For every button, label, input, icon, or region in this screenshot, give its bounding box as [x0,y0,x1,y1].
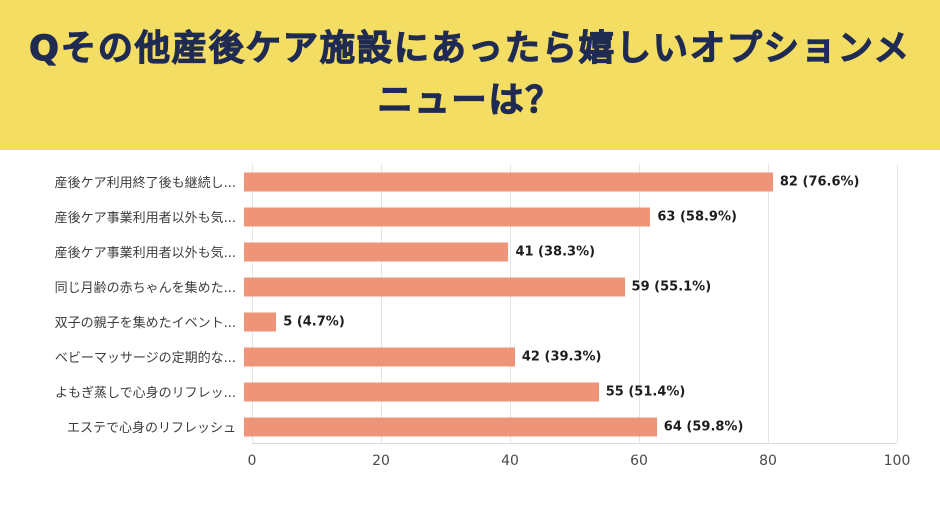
row-plot: 82 (76.6%) [244,164,889,199]
row-plot: 64 (59.8%) [244,409,889,444]
bar [244,172,773,191]
x-tick-label: 40 [501,453,519,469]
x-tick-label: 60 [630,453,648,469]
chart-row: 双子の親子を集めたイベント... 5 (4.7%) [0,304,940,339]
x-tick-label: 80 [759,453,777,469]
category-label: 産後ケア利用終了後も継続し... [54,176,236,191]
grid-line [381,164,382,443]
grid-line [510,164,511,443]
value-label: 5 (4.7%) [283,314,345,329]
chart-row: よもぎ蒸しで心身のリフレッ... 55 (51.4%) [0,374,940,409]
row-plot: 41 (38.3%) [244,234,889,269]
category-label: よもぎ蒸しで心身のリフレッ... [54,386,236,401]
chart-row: 産後ケア利用終了後も継続し... 82 (76.6%) [0,164,940,199]
bar [244,312,277,331]
row-plot: 42 (39.3%) [244,339,889,374]
chart-row: ベビーマッサージの定期的な... 42 (39.3%) [0,339,940,374]
chart-row: エステで心身のリフレッシュ 64 (59.8%) [0,409,940,444]
value-label: 63 (58.9%) [657,209,737,224]
category-label: ベビーマッサージの定期的な... [54,351,236,366]
bar [244,207,651,226]
category-label: 双子の親子を集めたイベント... [54,316,236,331]
grid-line [768,164,769,443]
bar [244,382,599,401]
category-label: 産後ケア事業利用者以外も気... [54,246,236,261]
row-plot: 55 (51.4%) [244,374,889,409]
bar [244,347,515,366]
page-title: Qその他産後ケア施設にあったら嬉しいオプションメニューは？ [29,28,911,122]
value-label: 41 (38.3%) [515,244,596,259]
category-label: 同じ月齢の赤ちゃんを集めた... [54,281,236,296]
value-label: 42 (39.3%) [521,349,602,364]
header-banner: Qその他産後ケア施設にあったら嬉しいオプションメニューは？ [0,0,940,150]
chart-rows: 産後ケア利用終了後も継続し... 82 (76.6%) 産後ケア事業利用者以外も気.… [0,164,940,444]
bar-chart: 産後ケア利用終了後も継続し... 82 (76.6%) 産後ケア事業利用者以外も気.… [0,150,940,513]
value-label: 59 (55.1%) [631,279,712,294]
grid-line [897,164,898,443]
x-tick-label: 0 [247,453,257,469]
grid-line [252,164,253,443]
chart-row: 同じ月齢の赤ちゃんを集めた... 59 (55.1%) [0,269,940,304]
row-plot: 5 (4.7%) [244,304,889,339]
chart-grid [252,164,898,444]
x-tick-label: 100 [883,453,911,469]
grid-line [639,164,640,443]
x-axis: 0 20 40 60 80 100 [248,450,911,472]
category-label: エステで心身のリフレッシュ [66,421,236,436]
value-label: 82 (76.6%) [779,174,860,189]
value-label: 64 (59.8%) [663,419,744,434]
x-tick-label: 20 [372,453,390,469]
chart-row: 産後ケア事業利用者以外も気... 63 (58.9%) [0,199,940,234]
chart-row: 産後ケア事業利用者以外も気... 41 (38.3%) [0,234,940,269]
bar [244,417,657,436]
bar [244,242,509,261]
row-plot: 63 (58.9%) [244,199,889,234]
category-label: 産後ケア事業利用者以外も気... [54,211,236,226]
value-label: 55 (51.4%) [605,384,686,399]
bar [244,277,625,296]
row-plot: 59 (55.1%) [244,269,889,304]
